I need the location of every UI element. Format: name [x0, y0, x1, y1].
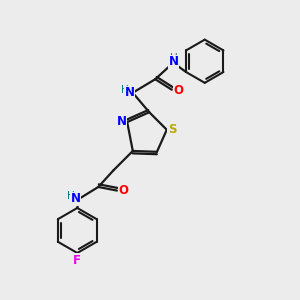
Text: N: N — [125, 86, 135, 99]
Text: N: N — [169, 55, 179, 68]
Text: N: N — [71, 193, 81, 206]
Text: F: F — [73, 254, 81, 267]
Text: O: O — [118, 184, 128, 197]
Text: N: N — [117, 115, 127, 128]
Text: O: O — [173, 84, 183, 97]
Text: H: H — [67, 191, 75, 201]
Text: H: H — [170, 53, 178, 63]
Text: S: S — [168, 123, 176, 136]
Text: H: H — [121, 85, 129, 95]
